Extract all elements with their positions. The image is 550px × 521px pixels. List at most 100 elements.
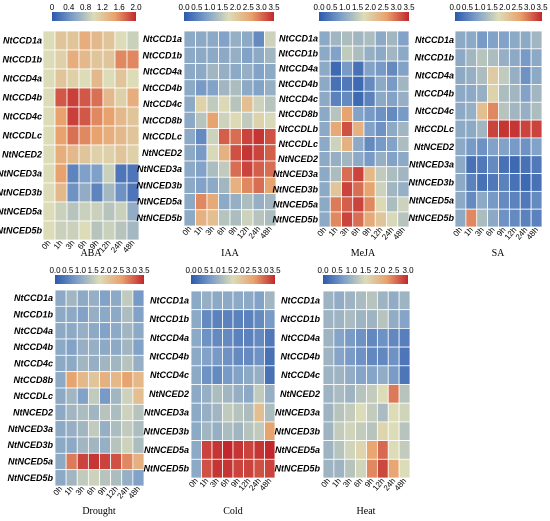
heatmap-cell — [387, 365, 400, 385]
heatmap-cell — [476, 173, 489, 192]
row-label: NtNCED3b — [408, 177, 454, 187]
heatmap-cell — [386, 75, 399, 92]
heatmap-cell — [195, 176, 208, 194]
heatmap-cell — [386, 181, 399, 198]
heatmap-cell — [126, 125, 140, 146]
heatmap-cell — [201, 309, 213, 329]
heatmap-cell — [508, 137, 521, 157]
column-label: 1h — [52, 239, 65, 252]
heatmap-cell — [318, 196, 331, 213]
heatmap-cell — [333, 402, 346, 423]
heatmap-cell — [243, 346, 255, 367]
heatmap-cell — [519, 173, 532, 192]
row-label: NtNCED2 — [278, 154, 318, 164]
row-label: NtCCD1a — [3, 36, 42, 46]
heatmap-cell — [229, 193, 242, 211]
heatmap-cell — [253, 365, 265, 385]
row-label: NtNCED5b — [0, 226, 42, 236]
heatmap-cell — [386, 211, 399, 228]
heatmap-cell — [76, 387, 89, 405]
heatmap-cell — [87, 436, 100, 454]
heatmap-cell — [201, 421, 213, 441]
colorbar-tick-label: 1.2 — [97, 3, 109, 12]
heatmap-cell — [344, 290, 357, 311]
heatmap-cell — [264, 290, 276, 311]
column-label: 48h — [391, 226, 406, 242]
heatmap-cell — [241, 46, 254, 64]
column-label: 9h — [96, 485, 109, 498]
heatmap-cell — [222, 290, 234, 311]
heatmap-cell — [65, 354, 78, 373]
row-label: NtNCED3a — [137, 164, 182, 174]
heatmap-cell — [190, 327, 202, 348]
heatmap-cell — [121, 469, 134, 487]
heatmap-cell — [333, 309, 346, 329]
row-label: NtCCDLc — [279, 139, 319, 149]
row-label: NtNCED5b — [274, 464, 320, 474]
heatmap-cell — [341, 166, 354, 183]
row-label: NtNCED5b — [272, 214, 318, 224]
heatmap-cell — [397, 90, 410, 107]
heatmap-cell — [387, 327, 400, 348]
heatmap-cell — [229, 46, 242, 64]
heatmap-cell — [121, 322, 134, 340]
heatmap-cell — [386, 45, 399, 62]
heatmap-cell — [341, 45, 354, 62]
row-label: NtCCD1a — [279, 34, 318, 44]
heatmap-cell — [78, 201, 92, 222]
heatmap-cell — [397, 105, 410, 122]
row-label: NtNCED2 — [142, 148, 182, 158]
heatmap-cell — [99, 469, 112, 487]
heatmap-cell — [519, 155, 532, 174]
heatmap-cell — [54, 49, 68, 70]
heatmap-cell — [211, 309, 223, 329]
heatmap-cell — [243, 402, 255, 423]
heatmap-cell — [530, 137, 543, 157]
heatmap-cell — [487, 173, 499, 192]
heatmap-cell — [465, 137, 478, 157]
column-label: 0h — [316, 226, 329, 239]
heatmap-cell — [363, 166, 376, 183]
heatmap-cell — [87, 403, 100, 422]
heatmap-cell — [252, 160, 265, 178]
heatmap-cell — [508, 119, 521, 139]
colorbar-tick-label: 1.5 — [360, 266, 372, 275]
heatmap-cell — [218, 176, 231, 194]
row-label: NtCCD4c — [279, 94, 318, 104]
heatmap-cell — [344, 384, 357, 404]
colorbar-tick-label: 0.4 — [63, 3, 75, 12]
heatmap-cell — [508, 155, 521, 174]
heatmap-cell — [222, 309, 234, 329]
heatmap-cell — [201, 327, 213, 348]
heatmap-cell — [65, 452, 78, 471]
heatmap-cell — [530, 66, 543, 85]
heatmap-cell — [352, 105, 365, 122]
heatmap-cell — [322, 290, 335, 311]
colorbar-tick-label: 2.0 — [365, 3, 377, 12]
row-label: NtCCD4c — [281, 370, 320, 380]
heatmap-cell — [65, 469, 78, 487]
panel-title: Cold — [223, 506, 242, 517]
heatmap-cell — [376, 309, 389, 329]
heatmap-cell — [222, 346, 234, 367]
heatmap-cell — [465, 30, 478, 50]
column-label: 9h — [227, 225, 240, 238]
heatmap-cell — [329, 136, 342, 153]
colorbar-tick-label: 0.8 — [80, 3, 92, 12]
heatmap-cell — [206, 128, 219, 146]
heatmap-cell — [397, 121, 410, 137]
heatmap-cell — [201, 290, 213, 311]
heatmap-cell — [465, 101, 478, 121]
heatmap-cell — [465, 66, 478, 85]
heatmap-cell — [102, 201, 116, 222]
heatmap-cell — [397, 30, 410, 47]
heatmap-cell — [232, 440, 244, 460]
heatmap-cell — [519, 137, 532, 157]
heatmap-cell — [264, 421, 276, 441]
row-label: NtCCDLc — [143, 132, 183, 142]
heatmap-cell — [397, 75, 410, 92]
heatmap-cell — [90, 49, 104, 70]
heatmap-cell — [264, 95, 277, 113]
heatmap-cell — [519, 84, 532, 103]
row-label: NtCCD4a — [14, 326, 53, 336]
